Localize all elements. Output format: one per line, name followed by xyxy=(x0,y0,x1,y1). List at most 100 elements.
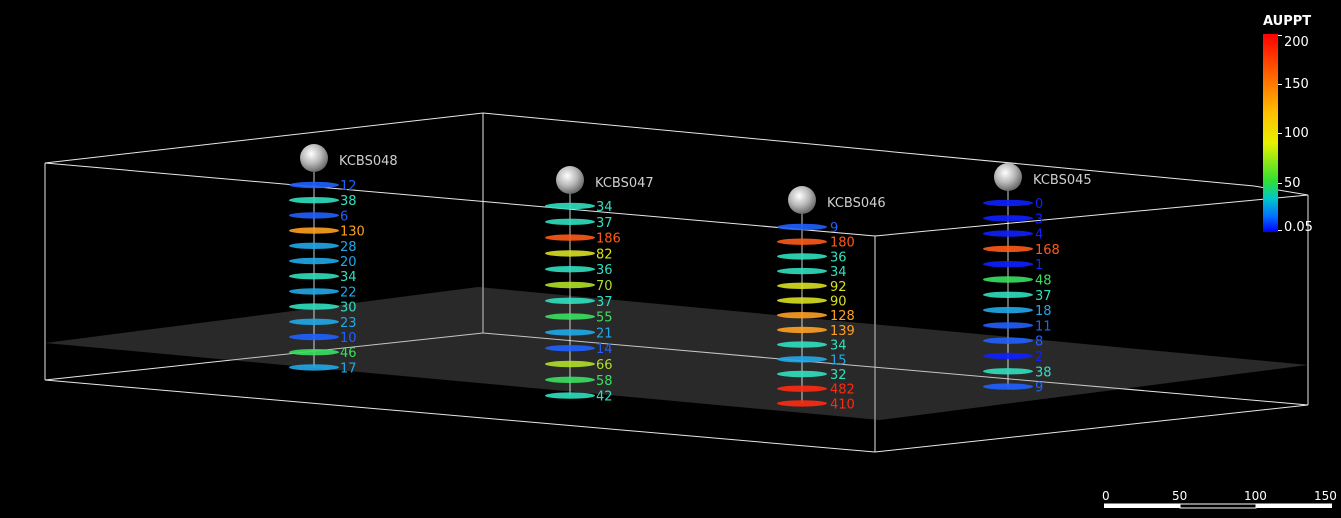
assay-disc[interactable] xyxy=(289,227,339,234)
assay-value-label: 32 xyxy=(830,368,847,383)
assay-disc[interactable] xyxy=(289,212,339,219)
assay-disc[interactable] xyxy=(777,297,827,304)
assay-value-label: 168 xyxy=(1035,243,1060,258)
assay-disc[interactable] xyxy=(777,223,827,231)
assay-disc[interactable] xyxy=(289,288,339,295)
assay-disc[interactable] xyxy=(545,297,595,304)
assay-disc[interactable] xyxy=(289,349,339,356)
assay-disc[interactable] xyxy=(545,250,595,257)
assay-disc[interactable] xyxy=(777,312,827,319)
ground-plane xyxy=(45,287,1308,420)
assay-disc[interactable] xyxy=(289,303,339,310)
assay-value-label: 186 xyxy=(596,232,621,247)
collar-sphere-icon[interactable] xyxy=(788,186,816,214)
assay-value-label: 82 xyxy=(596,247,613,262)
collar-sphere-icon[interactable] xyxy=(556,166,584,194)
assay-disc[interactable] xyxy=(289,333,339,341)
assay-disc[interactable] xyxy=(545,266,595,273)
assay-value-label: 20 xyxy=(340,255,357,270)
assay-disc[interactable] xyxy=(289,181,339,189)
assay-disc[interactable] xyxy=(289,242,339,249)
legend-label-200: 200 xyxy=(1284,35,1309,50)
assay-disc[interactable] xyxy=(545,329,595,336)
assay-value-label: 37 xyxy=(1035,289,1052,304)
scale-label-50: 50 xyxy=(1172,489,1187,503)
assay-disc[interactable] xyxy=(289,197,339,204)
drillhole-name: KCBS047 xyxy=(595,176,654,191)
assay-disc[interactable] xyxy=(983,368,1033,375)
assay-value-label: 17 xyxy=(340,361,357,376)
assay-disc[interactable] xyxy=(983,230,1033,237)
assay-disc[interactable] xyxy=(983,383,1033,390)
assay-disc[interactable] xyxy=(983,337,1033,344)
assay-disc[interactable] xyxy=(983,322,1033,329)
assay-disc[interactable] xyxy=(777,238,827,245)
assay-value-label: 11 xyxy=(1035,319,1052,334)
assay-value-label: 36 xyxy=(830,250,847,265)
assay-disc[interactable] xyxy=(777,267,827,275)
assay-disc[interactable] xyxy=(777,253,827,260)
assay-value-label: 21 xyxy=(596,326,613,341)
scale-bar: 0 50 100 150 xyxy=(1102,489,1337,509)
assay-value-label: 46 xyxy=(340,346,357,361)
legend-tick xyxy=(1278,133,1282,134)
assay-disc[interactable] xyxy=(545,360,595,368)
assay-disc[interactable] xyxy=(545,392,595,399)
assay-value-label: 34 xyxy=(830,265,847,280)
assay-disc[interactable] xyxy=(289,257,339,265)
assay-disc[interactable] xyxy=(777,385,827,392)
assay-disc[interactable] xyxy=(983,352,1033,360)
assay-disc[interactable] xyxy=(983,199,1033,207)
assay-value-label: 18 xyxy=(1035,304,1052,319)
legend-colorbar xyxy=(1263,34,1278,232)
assay-value-label: 37 xyxy=(596,295,613,310)
assay-disc[interactable] xyxy=(777,341,827,348)
assay-disc[interactable] xyxy=(983,276,1033,283)
assay-disc[interactable] xyxy=(545,313,595,320)
assay-disc[interactable] xyxy=(777,326,827,334)
assay-disc[interactable] xyxy=(983,291,1033,298)
assay-value-label: 34 xyxy=(830,339,847,354)
assay-disc[interactable] xyxy=(777,356,827,363)
assay-value-label: 58 xyxy=(596,374,613,389)
assay-disc[interactable] xyxy=(545,234,595,241)
assay-disc[interactable] xyxy=(545,202,595,210)
assay-disc[interactable] xyxy=(983,245,1033,253)
assay-value-label: 37 xyxy=(596,216,613,231)
assay-value-label: 28 xyxy=(340,240,357,255)
collar-sphere-icon[interactable] xyxy=(300,144,328,172)
assay-disc[interactable] xyxy=(289,273,339,280)
assay-value-label: 34 xyxy=(340,270,357,285)
assay-disc[interactable] xyxy=(289,364,339,371)
assay-value-label: 66 xyxy=(596,358,613,373)
legend-label-0-05: 0.05 xyxy=(1284,220,1313,235)
assay-value-label: 2 xyxy=(1035,350,1043,365)
collar-sphere-icon[interactable] xyxy=(994,163,1022,191)
assay-value-label: 42 xyxy=(596,390,613,405)
assay-value-label: 48 xyxy=(1035,274,1052,289)
drillholes-layer: 12386130282034223023104617KCBS0483437186… xyxy=(289,144,1092,412)
assay-disc[interactable] xyxy=(983,215,1033,222)
assay-disc[interactable] xyxy=(545,281,595,289)
assay-value-label: 36 xyxy=(596,263,613,278)
assay-value-label: 38 xyxy=(1035,365,1052,380)
assay-value-label: 30 xyxy=(340,301,357,316)
assay-value-label: 482 xyxy=(830,383,855,398)
assay-value-label: 1 xyxy=(1035,258,1043,273)
assay-disc[interactable] xyxy=(545,218,595,225)
assay-disc[interactable] xyxy=(777,370,827,378)
assay-disc[interactable] xyxy=(777,282,827,289)
assay-value-label: 128 xyxy=(830,309,855,324)
assay-disc[interactable] xyxy=(289,318,339,325)
assay-disc[interactable] xyxy=(777,400,827,407)
assay-value-label: 14 xyxy=(596,342,613,357)
assay-disc[interactable] xyxy=(545,376,595,383)
assay-disc[interactable] xyxy=(545,345,595,352)
assay-disc[interactable] xyxy=(983,261,1033,268)
assay-disc[interactable] xyxy=(983,306,1033,314)
